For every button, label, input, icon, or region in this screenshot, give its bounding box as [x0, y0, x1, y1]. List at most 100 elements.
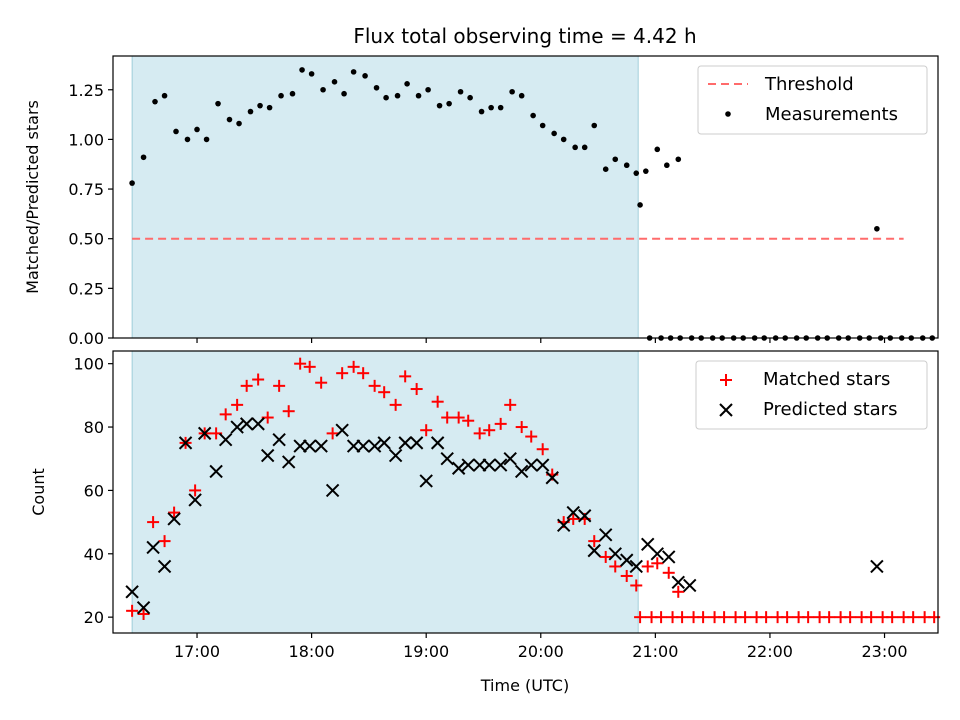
bottom-y-tick-label: 20 [84, 608, 104, 627]
measurements-point [152, 98, 158, 105]
matched-stars-point [504, 398, 517, 411]
predicted-stars-point [146, 540, 160, 555]
legend-measurements-label: Measurements [765, 104, 898, 125]
matched-stars-point [462, 414, 475, 427]
measurements-point [467, 94, 473, 101]
legend-predicted-label: Predicted stars [763, 399, 897, 420]
predicted-stars-point [514, 464, 529, 479]
measurements-point [602, 166, 609, 172]
matched-stars-point [865, 611, 878, 624]
measurements-point [478, 108, 485, 115]
matched-stars-point [620, 569, 633, 582]
measurements-point [664, 162, 670, 169]
predicted-stars-point [599, 528, 613, 542]
measurements-point [173, 128, 179, 135]
measurements-point [633, 170, 640, 176]
bottom-y-ticks: 20 40 60 80 100 [73, 355, 113, 627]
predicted-stars-point [302, 439, 317, 453]
measurements-point [362, 73, 368, 79]
measurements-point [215, 100, 221, 107]
predicted-stars-point [566, 505, 580, 520]
measurements-point [194, 126, 200, 133]
predicted-stars-point [535, 458, 550, 472]
predicted-stars-point [556, 518, 571, 532]
matched-stars-point [609, 560, 622, 573]
matched-stars-point [697, 611, 710, 624]
matched-stars-point [231, 398, 244, 411]
bottom-y-tick-label: 40 [84, 545, 104, 564]
predicted-stars-point [493, 458, 508, 472]
measurements-point [581, 144, 588, 151]
matched-stars-point [844, 611, 857, 624]
bottom-y-tick-label: 80 [84, 418, 104, 437]
predicted-stars-point [524, 458, 538, 472]
legend-predicted-swatch [719, 403, 733, 417]
matched-stars-point [525, 430, 538, 443]
predicted-stars-point [398, 436, 412, 450]
matched-stars-point [378, 386, 391, 399]
measurements-point [331, 79, 338, 85]
top-y-ticks: 0.00 0.25 0.50 0.75 1.00 1.25 [68, 81, 113, 348]
predicted-stars-point [629, 559, 643, 574]
matched-stars-point [473, 427, 486, 440]
matched-stars-point [240, 379, 253, 392]
top-y-tick-label: 0.75 [68, 180, 104, 199]
predicted-stars-point [482, 458, 496, 472]
x-axis-label: Time (UTC) [480, 676, 569, 695]
measurements-point [278, 92, 284, 99]
bottom-legend: Matched stars Predicted stars [695, 360, 928, 430]
legend-matched-label: Matched stars [763, 369, 890, 390]
predicted-stars-point [388, 448, 403, 463]
measurements-point [404, 81, 410, 87]
matched-stars-point [823, 611, 836, 624]
legend-measurements-swatch [725, 111, 731, 117]
measurements-point [236, 120, 242, 127]
predicted-stars-point [451, 461, 466, 475]
legend-threshold-label: Threshold [764, 74, 854, 95]
measurements-point [257, 102, 263, 109]
matched-stars-point [802, 611, 815, 624]
predicted-stars-point [620, 553, 634, 567]
bottom-x-tick-label: 18:00 [289, 642, 335, 661]
matched-stars-point [634, 611, 647, 624]
matched-stars-point [347, 360, 360, 373]
matched-stars-point [641, 560, 654, 573]
bottom-panel: 20 40 60 80 100 17:00 18:00 19:00 20:00 21:00 22:… [29, 350, 941, 695]
top-legend-box [697, 65, 928, 135]
predicted-stars-point [314, 439, 328, 453]
measurements-point [539, 122, 546, 129]
predicted-stars-point [167, 512, 181, 526]
predicted-stars-point [272, 433, 286, 447]
predicted-stars-point [325, 483, 340, 498]
matched-stars-point [147, 516, 160, 529]
predicted-stars-point [230, 420, 244, 434]
predicted-stars-point [440, 452, 454, 466]
matched-stars-point [315, 376, 328, 389]
measurements-point [383, 94, 389, 101]
predicted-stars-point [346, 439, 361, 453]
matched-stars-point [158, 535, 171, 548]
bottom-x-tick-label: 23:00 [861, 642, 907, 661]
matched-stars-point [326, 427, 339, 440]
matched-stars-point [672, 585, 685, 598]
matched-stars-point [137, 607, 150, 620]
top-plot-frame [112, 55, 939, 339]
matched-stars-point [357, 367, 370, 380]
predicted-stars-point [503, 452, 517, 466]
matched-stars-point [189, 484, 202, 497]
matched-stars-point [536, 443, 549, 456]
predicted-stars-point [197, 426, 212, 441]
matched-stars-point [662, 566, 675, 579]
measurements-point [675, 156, 682, 163]
matched-stars-point [781, 611, 794, 624]
top-y-tick-label: 0.00 [68, 329, 104, 348]
bottom-legend-box [695, 360, 928, 430]
matched-stars-point [651, 557, 664, 570]
matched-stars-point [294, 357, 307, 370]
predicted-stars-point [136, 600, 151, 615]
measurements-point [394, 92, 401, 99]
predicted-stars-point [461, 458, 475, 472]
matched-stars-point [431, 395, 444, 408]
matched-stars-point [368, 379, 381, 392]
predicted-stars-point [683, 578, 697, 593]
